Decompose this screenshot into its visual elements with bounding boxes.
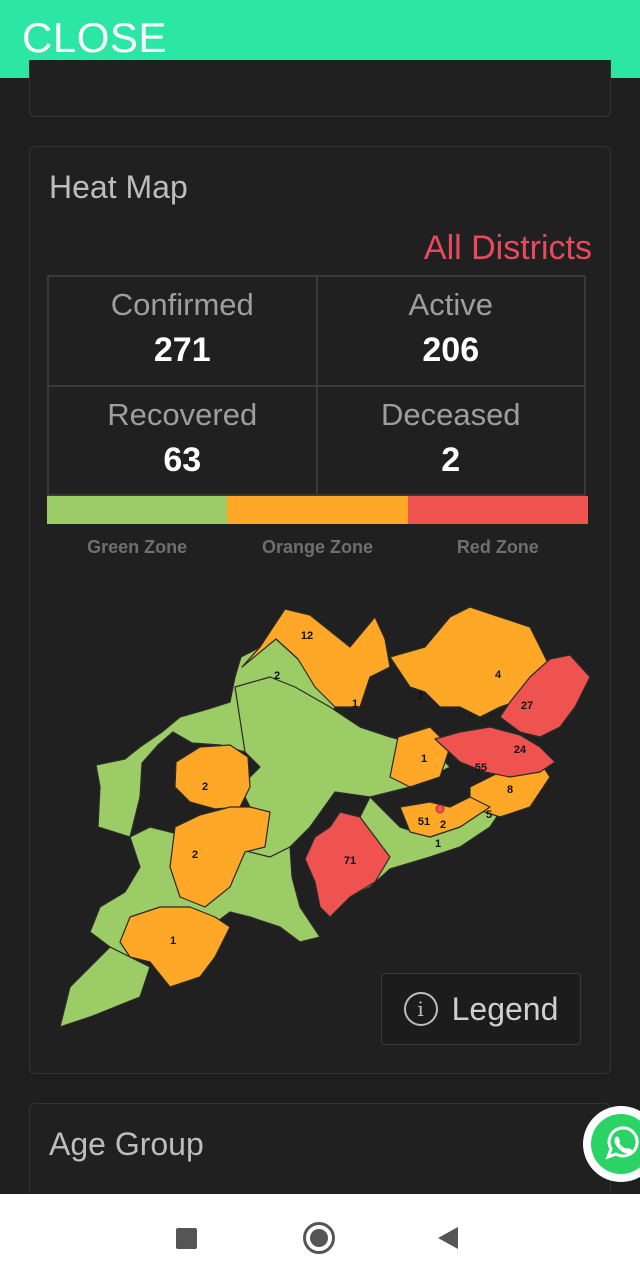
district-count: 2 <box>417 690 423 702</box>
district-count: 5 <box>486 809 492 821</box>
stat-value: 63 <box>163 440 202 479</box>
stat-confirmed: Confirmed 271 <box>48 276 317 386</box>
stat-value: 2 <box>441 440 461 479</box>
stat-deceased: Deceased 2 <box>316 385 585 495</box>
stat-recovered: Recovered 63 <box>48 385 317 495</box>
district-count: 2 <box>192 849 198 861</box>
close-button[interactable]: CLOSE <box>22 14 167 61</box>
district-count: 1 <box>352 698 358 710</box>
info-icon: i <box>403 992 438 1026</box>
legend-button[interactable]: i Legend <box>381 973 581 1045</box>
stat-label: Active <box>408 287 493 322</box>
stat-value: 271 <box>153 331 211 369</box>
home-icon[interactable] <box>303 1222 335 1254</box>
zone-color-bar <box>47 496 588 524</box>
zone-swatch-green <box>47 496 228 524</box>
map-capital-marker <box>435 804 445 814</box>
district-count: 24 <box>514 744 527 756</box>
district-count: 2 <box>274 670 280 682</box>
heat-map-card: Heat Map All Districts Confirmed 271 Act… <box>29 146 611 1074</box>
heat-map-title: Heat Map <box>49 169 188 205</box>
zone-swatch-red <box>407 496 588 524</box>
map-region-green-south-west[interactable] <box>59 946 151 1028</box>
stats-grid: Confirmed 271 Active 206 Recovered 63 De… <box>47 275 586 496</box>
district-count: 12 <box>301 630 313 642</box>
zone-label-red: Red Zone <box>456 537 539 557</box>
previous-card <box>29 60 611 117</box>
stat-label: Recovered <box>107 396 258 432</box>
district-count: 71 <box>344 855 356 867</box>
district-filter[interactable]: All Districts <box>423 229 592 267</box>
map-region-orange-north[interactable] <box>241 608 391 708</box>
recent-apps-icon[interactable] <box>176 1228 197 1249</box>
whatsapp-icon <box>591 1114 640 1174</box>
map-region-orange-south[interactable] <box>119 906 231 988</box>
map-region-orange-east-central[interactable] <box>389 726 451 788</box>
stat-label: Confirmed <box>110 287 254 322</box>
district-count: 51 <box>418 816 430 828</box>
district-count: 55 <box>475 762 487 774</box>
whatsapp-button[interactable] <box>583 1106 640 1182</box>
zone-labels: Green Zone Orange Zone Red Zone <box>47 537 588 558</box>
map-region-red-north-east[interactable] <box>499 654 591 738</box>
stat-active: Active 206 <box>316 276 585 386</box>
map-region-orange-west-mid[interactable] <box>169 806 271 908</box>
zone-swatch-orange <box>227 496 408 524</box>
district-count: 8 <box>507 784 513 796</box>
map-region-red-south[interactable] <box>304 811 391 918</box>
district-count: 1 <box>170 935 176 947</box>
map-region-red-central[interactable] <box>434 726 556 778</box>
zone-label-green: Green Zone <box>87 537 188 557</box>
stat-value: 206 <box>422 331 480 369</box>
district-count: 27 <box>521 700 533 712</box>
age-group-title: Age Group <box>49 1126 204 1162</box>
map-region-orange-west-upper[interactable] <box>174 744 251 810</box>
map-region-orange-coastal-mid[interactable] <box>399 796 491 838</box>
district-count: 2 <box>440 819 446 831</box>
back-icon[interactable] <box>438 1227 458 1249</box>
district-count: 4 <box>495 669 502 681</box>
stat-label: Deceased <box>380 396 521 432</box>
district-map[interactable]: 12 2 1 2 4 27 24 1 55 8 2 51 5 1 2 2 71 … <box>30 147 612 1075</box>
district-count: 1 <box>421 753 427 765</box>
legend-label: Legend <box>451 990 559 1027</box>
district-count: 1 <box>435 838 441 850</box>
zone-label-orange: Orange Zone <box>261 537 373 557</box>
android-nav-bar <box>0 1194 640 1280</box>
district-count: 2 <box>202 781 208 793</box>
